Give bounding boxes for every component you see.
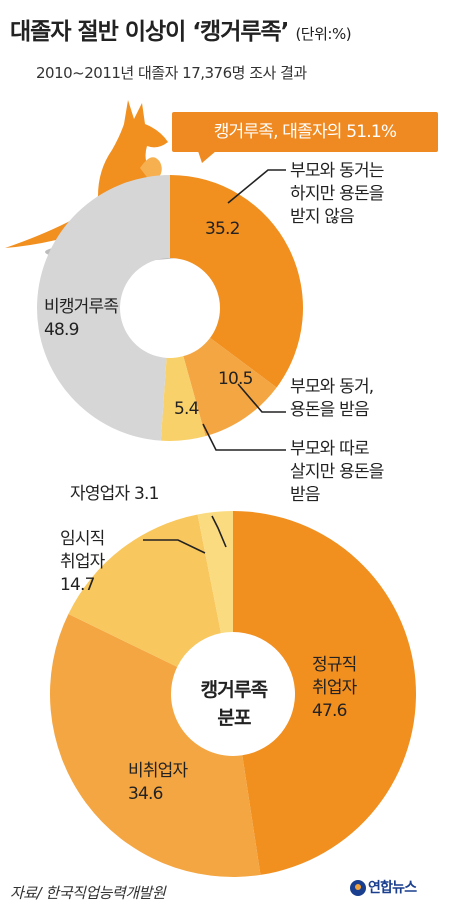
donut-slice-2	[49, 614, 261, 877]
subtitle: 2010~2011년 대졸자 17,376명 조사 결과	[36, 64, 307, 82]
source-note: 자료/ 한국직업능력개발원	[10, 884, 166, 902]
label-top-slice2-text: 부모와 동거, 용돈을 받음	[290, 377, 374, 420]
label-bottom-slice4-text: 자영업자 3.1	[70, 484, 159, 504]
callout-pointer	[198, 151, 216, 163]
bottom-donut-center-label: 캥거루족 분포	[200, 679, 269, 729]
donut-slice-1	[233, 511, 417, 875]
label-top-slice1-value: 35.2	[205, 219, 240, 239]
page-title: 대졸자 절반 이상이 ‘캥거루족’ (단위:%)	[10, 19, 352, 45]
label-top-slice4-text: 비캥거루족 48.9	[44, 297, 119, 340]
label-top-slice2-value: 10.5	[218, 369, 253, 389]
yonhap-logo: 연합뉴스	[350, 877, 417, 897]
donut-slice-2	[183, 337, 277, 437]
donut-slice-3	[68, 514, 221, 667]
label-top-slice3-text: 부모와 따로 살지만 용돈을 받음	[290, 439, 384, 505]
label-top-slice3-value: 5.4	[174, 399, 199, 419]
label-bottom-slice2-text: 비취업자 34.6	[128, 761, 188, 804]
unit-label: (단위:%)	[295, 25, 352, 43]
label-bottom-slice3-text: 임시직 취업자 14.7	[60, 529, 105, 595]
donut-chart-kangaroo-ratio	[36, 175, 304, 442]
leader-lines	[143, 169, 286, 554]
kangaroo-ratio-callout: 캥거루족, 대졸자의 51.1%	[172, 112, 438, 152]
logo-icon	[350, 880, 366, 896]
label-bottom-slice1-text: 정규직 취업자 47.6	[312, 655, 357, 721]
donut-slice-3	[160, 356, 206, 442]
donut-slice-4	[36, 175, 170, 441]
label-top-slice1-text: 부모와 동거는 하지만 용돈을 받지 않음	[290, 161, 384, 227]
donut-slice-1	[170, 175, 304, 388]
donut-chart-kangaroo-distribution	[49, 511, 417, 877]
